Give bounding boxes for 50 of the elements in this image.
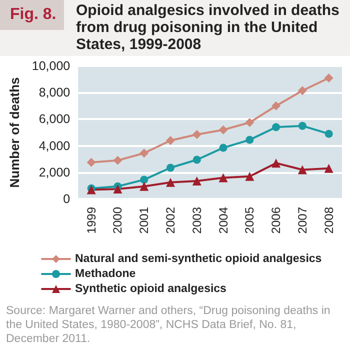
x-tick-label: 2002 [163,206,178,234]
point [245,118,254,128]
point [298,165,307,174]
point [166,164,174,172]
legend-label: Natural and semi-synthetic opioid analgesics [75,253,322,265]
y-tick-label: 6,000 [38,112,70,126]
x-tick-label: 1999 [84,206,98,234]
x-tick-label: 2005 [242,206,257,234]
point [218,125,228,134]
y-axis-title: Number of deaths [7,77,22,188]
point [298,122,306,130]
point [86,158,96,167]
x-tick-label: 2001 [137,206,152,234]
point [140,148,149,158]
point [166,136,175,145]
legend-label: Synthetic opioid analgesics [75,283,226,295]
x-tick-label: 2003 [190,206,204,234]
point [166,178,175,187]
point [272,101,281,110]
point [272,123,280,132]
x-tick-label: 2004 [216,206,230,234]
point [113,156,122,165]
point [192,176,202,186]
y-tick-label: 0 [63,192,70,206]
caption: Fig. 8. [0,0,64,30]
point [113,184,122,194]
legend-label: Methadone [75,268,136,280]
point [219,144,228,152]
point [245,172,254,181]
point [324,164,334,173]
point [272,158,281,168]
x-tick-label: 2007 [295,206,310,234]
point [140,182,149,191]
x-tick-label: 2000 [110,206,125,234]
point [192,130,202,139]
point [192,156,201,164]
chart-title: Opioid analgesics involved in deaths from drug poisoning in the United States, 1999-2008 [76,2,340,53]
source-note: Source: Margaret Warner and others, “Drug poisoning deaths in the United States, 1980-2008”, NCHS Data Brief, No. 81, December 2011. [6,304,332,346]
x-tick-label: 2006 [269,206,284,234]
x-tick-label: 2008 [322,206,336,234]
y-tick-label: 10,000 [32,59,70,73]
point [140,176,148,184]
y-tick-label: 8,000 [38,86,70,100]
point [246,136,254,144]
point [298,86,307,96]
point [324,130,333,138]
y-tick-label: 2,000 [38,165,70,180]
point [324,73,334,82]
point [218,173,228,182]
y-tick-label: 4,000 [38,138,70,153]
